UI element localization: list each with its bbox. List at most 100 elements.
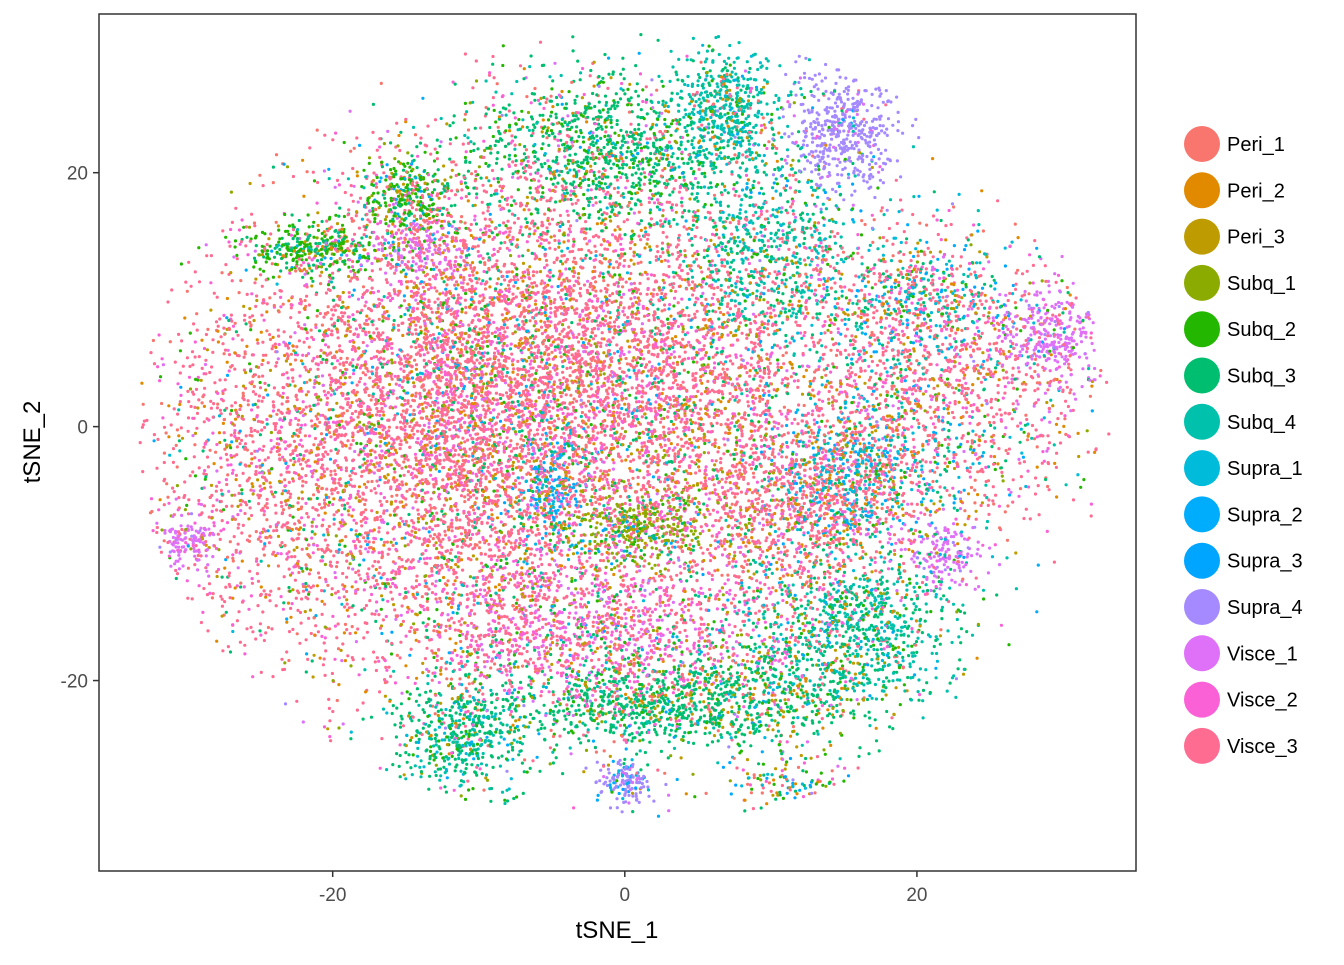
- data-point-peri-3: [248, 307, 251, 310]
- data-point-peri-1: [255, 530, 258, 533]
- data-point-subq-1: [406, 151, 409, 154]
- data-point-peri-1: [368, 394, 371, 397]
- data-point-subq-3: [245, 322, 248, 325]
- data-point-visce-3: [314, 624, 317, 627]
- data-point-peri-1: [635, 570, 638, 573]
- data-point-visce-3: [277, 335, 280, 338]
- data-point-visce-1: [892, 404, 895, 407]
- data-point-visce-3: [260, 400, 263, 403]
- data-point-supra-1: [276, 283, 279, 286]
- data-point-visce-3: [565, 703, 568, 706]
- data-point-peri-3: [320, 271, 323, 274]
- data-point-visce-3: [854, 373, 857, 376]
- data-point-subq-3: [894, 286, 897, 289]
- data-point-subq-3: [555, 96, 558, 99]
- data-point-visce-2: [243, 585, 246, 588]
- data-point-visce-3: [412, 433, 415, 436]
- data-point-visce-2: [854, 383, 857, 386]
- data-point-subq-4: [724, 189, 727, 192]
- data-point-visce-3: [804, 511, 807, 514]
- data-point-visce-3: [425, 647, 428, 650]
- data-point-peri-3: [294, 384, 297, 387]
- data-point-supra-1: [333, 392, 336, 395]
- data-point-visce-3: [539, 557, 542, 560]
- data-point-subq-3: [239, 585, 242, 588]
- data-point-visce-3: [210, 365, 213, 368]
- data-point-subq-4: [728, 213, 731, 216]
- data-point-visce-3: [280, 658, 283, 661]
- data-point-peri-2: [410, 370, 413, 373]
- data-point-visce-3: [630, 619, 633, 622]
- data-point-visce-2: [482, 140, 485, 143]
- data-point-visce-2: [550, 285, 553, 288]
- data-point-visce-3: [506, 326, 509, 329]
- data-point-subq-3: [736, 244, 739, 247]
- data-point-visce-1: [204, 363, 207, 366]
- data-point-supra-1: [846, 507, 849, 510]
- data-point-visce-3: [358, 227, 361, 230]
- data-point-visce-3: [632, 610, 635, 613]
- data-point-peri-1: [526, 268, 529, 271]
- data-point-subq-2: [269, 245, 272, 248]
- data-point-visce-3: [272, 400, 275, 403]
- data-point-visce-3: [1038, 336, 1041, 339]
- data-point-visce-2: [351, 265, 354, 268]
- data-point-peri-1: [1034, 358, 1037, 361]
- data-point-subq-2: [384, 178, 387, 181]
- data-point-visce-3: [207, 465, 210, 468]
- data-point-supra-4: [879, 124, 882, 127]
- data-point-visce-3: [378, 156, 381, 159]
- data-point-visce-3: [259, 622, 262, 625]
- data-point-subq-4: [846, 533, 849, 536]
- data-point-visce-3: [671, 253, 674, 256]
- data-point-visce-3: [280, 541, 283, 544]
- data-point-peri-3: [707, 623, 710, 626]
- data-point-visce-2: [746, 394, 749, 397]
- data-point-subq-4: [886, 359, 889, 362]
- data-point-subq-4: [721, 299, 724, 302]
- data-point-peri-3: [547, 126, 550, 129]
- data-point-subq-4: [487, 179, 490, 182]
- data-point-visce-3: [689, 552, 692, 555]
- data-point-peri-2: [448, 597, 451, 600]
- data-point-peri-2: [667, 110, 670, 113]
- data-point-visce-3: [439, 301, 442, 304]
- data-point-visce-3: [329, 435, 332, 438]
- data-point-subq-2: [582, 140, 585, 143]
- data-point-visce-3: [973, 271, 976, 274]
- data-point-visce-3: [468, 381, 471, 384]
- data-point-visce-2: [554, 349, 557, 352]
- data-point-visce-3: [816, 755, 819, 758]
- data-point-visce-2: [302, 454, 305, 457]
- data-point-visce-2: [547, 622, 550, 625]
- data-point-supra-3: [817, 431, 820, 434]
- data-point-visce-1: [205, 570, 208, 573]
- data-point-supra-4: [880, 129, 883, 132]
- data-point-peri-1: [475, 580, 478, 583]
- data-point-visce-2: [913, 446, 916, 449]
- data-point-visce-3: [616, 179, 619, 182]
- data-point-peri-1: [610, 380, 613, 383]
- data-point-visce-3: [769, 312, 772, 315]
- data-point-subq-3: [575, 125, 578, 128]
- data-point-visce-2: [619, 176, 622, 179]
- data-point-supra-4: [873, 196, 876, 199]
- data-point-subq-4: [480, 762, 483, 765]
- data-point-peri-2: [235, 478, 238, 481]
- data-point-visce-3: [235, 385, 238, 388]
- data-point-subq-3: [480, 703, 483, 706]
- data-point-supra-4: [791, 778, 794, 781]
- data-point-visce-1: [653, 651, 656, 654]
- data-point-peri-2: [624, 459, 627, 462]
- data-point-visce-1: [987, 571, 990, 574]
- data-point-visce-3: [646, 293, 649, 296]
- data-point-visce-1: [428, 422, 431, 425]
- data-point-subq-4: [818, 245, 821, 248]
- data-point-subq-4: [677, 110, 680, 113]
- data-point-supra-2: [444, 288, 447, 291]
- data-point-subq-3: [891, 381, 894, 384]
- data-point-visce-3: [793, 418, 796, 421]
- data-point-visce-3: [946, 286, 949, 289]
